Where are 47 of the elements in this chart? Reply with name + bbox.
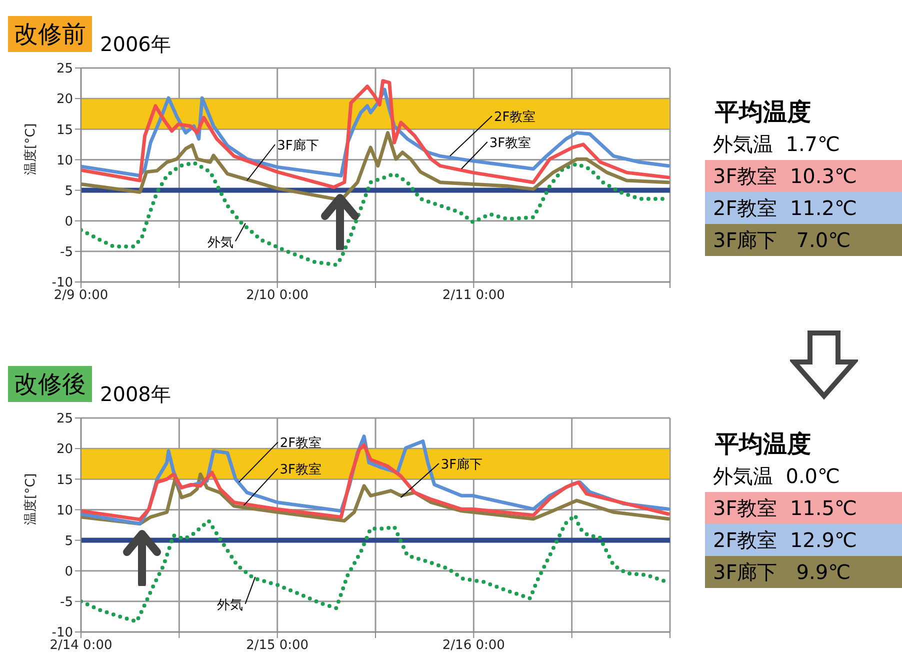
annotation: 3F教室 <box>280 461 322 478</box>
y-tick-label: -5 <box>60 245 73 260</box>
y-tick-label: 25 <box>56 62 73 77</box>
text: 2F教室 11.2℃ <box>705 192 902 224</box>
y-tick-label: -5 <box>60 595 73 610</box>
y-tick-label: 15 <box>56 472 73 488</box>
text: 3F廊下 9.9℃ <box>705 556 902 588</box>
chart-title: 改修前 <box>8 16 92 52</box>
text: 平均温度 <box>714 97 812 128</box>
annotation: 2F教室 <box>280 435 322 452</box>
chart-title: 改修後 <box>8 366 92 402</box>
x-tick-label: 2/15 0:00 <box>246 638 309 654</box>
y-tick-label: 20 <box>56 92 73 108</box>
x-tick-label: 2/11 0:00 <box>442 288 505 304</box>
annotation: 3F廊下 <box>277 138 319 154</box>
text: 3F廊下 7.0℃ <box>705 224 902 256</box>
annotation: 3F教室 <box>489 134 532 151</box>
annotation: 3F廊下 <box>440 456 483 472</box>
text: 平均温度 <box>714 429 812 460</box>
line-series <box>81 131 670 202</box>
text: 外気温 0.0℃ <box>705 460 902 492</box>
annotation: 外気 <box>217 598 244 613</box>
y-tick-label: -10 <box>52 626 73 641</box>
y-axis-title: 温度[°C] <box>22 123 39 175</box>
y-tick-label: 5 <box>64 184 73 199</box>
y-tick-label: 0 <box>64 564 73 580</box>
annotation: 2F教室 <box>494 109 536 126</box>
line-series <box>81 79 670 189</box>
y-tick-label: 25 <box>56 412 73 427</box>
text: 2F教室 12.9℃ <box>705 524 902 556</box>
x-tick-label: 2/10 0:00 <box>246 288 309 304</box>
y-tick-label: 10 <box>56 503 73 518</box>
text: 3F教室 10.3℃ <box>705 160 902 192</box>
y-axis-title: 温度[°C] <box>22 473 39 525</box>
x-tick-label: 2/9 0:00 <box>54 288 108 304</box>
text: 3F教室 11.5℃ <box>705 492 902 524</box>
y-tick-label: 20 <box>56 442 73 458</box>
y-tick-label: 10 <box>56 153 73 168</box>
x-tick-label: 2/16 0:00 <box>442 638 505 654</box>
y-tick-label: 5 <box>64 534 73 549</box>
y-tick-label: 0 <box>64 214 73 230</box>
x-tick-label: 2/14 0:00 <box>50 638 112 654</box>
text: 外気温 1.7℃ <box>705 128 902 160</box>
chart-subtitle: 2008年 <box>100 381 171 408</box>
y-tick-label: 15 <box>56 122 73 138</box>
chart-subtitle: 2006年 <box>100 31 171 58</box>
annotation: 外気 <box>207 235 234 250</box>
